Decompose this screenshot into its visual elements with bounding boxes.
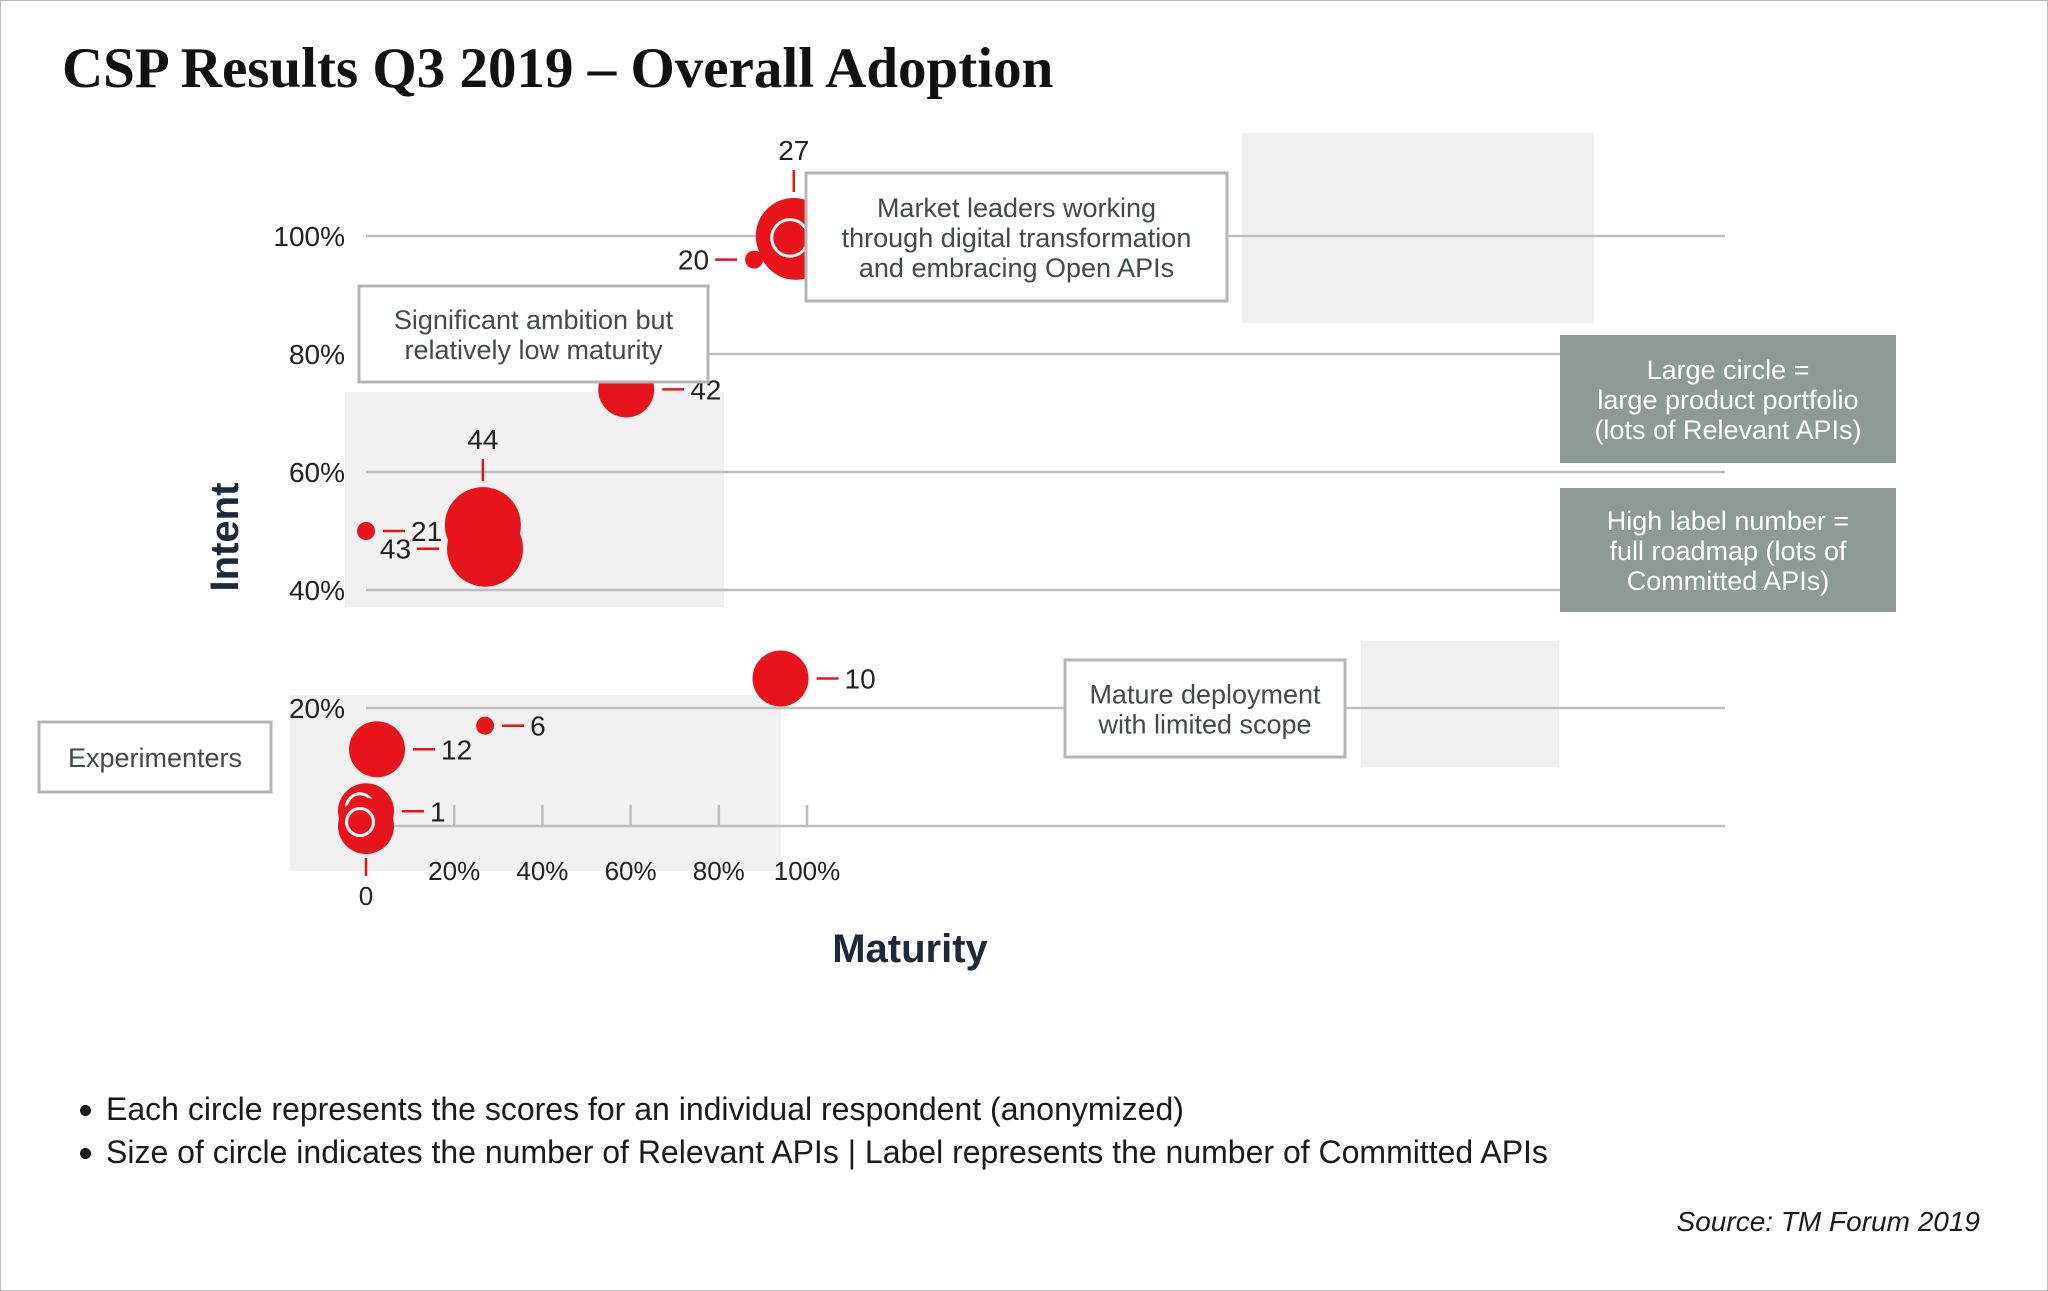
y-tick-label: 60% (289, 457, 345, 488)
legend-box: Large circle =large product portfolio(lo… (1560, 335, 1896, 463)
annotation-text: relatively low maturity (404, 335, 663, 365)
x-tick-label: 20% (428, 856, 480, 886)
point-label: 21 (411, 516, 442, 547)
legend-text: Large circle = (1647, 355, 1810, 385)
x-tick-label: 100% (774, 856, 841, 886)
bubble-ring (345, 807, 375, 837)
annotation-frame (37, 720, 273, 794)
bubble-marker (476, 716, 495, 735)
data-point: 10 (752, 650, 876, 707)
annotation-text: Experimenters (68, 743, 242, 773)
legend-text: full roadmap (lots of (1609, 536, 1847, 566)
annotation-frame (804, 171, 1229, 303)
x-axis-ticks: 0 20% 40% 60% 80% 100% (359, 805, 840, 911)
point-label: 20 (678, 245, 709, 276)
bubble-chart: 020%40%60%80%100% 20%40%60%80%100% 27592… (37, 133, 1896, 971)
data-point: 43 (380, 510, 524, 587)
data-point (338, 798, 394, 876)
y-tick-label: 40% (289, 575, 345, 606)
legend-frame (1560, 335, 1896, 463)
point-label: 43 (380, 534, 411, 565)
zone-background (1361, 641, 1559, 767)
annotation-text: with limited scope (1097, 710, 1311, 740)
grid-lines (366, 234, 1725, 828)
point-label: 27 (778, 135, 809, 166)
annotation-text: Significant ambition but (394, 305, 674, 335)
bubble-marker (745, 250, 764, 269)
y-tick-label: 100% (273, 221, 345, 252)
x-tick-label: 0 (359, 881, 373, 911)
legend-text: large product portfolio (1597, 385, 1858, 415)
legend-box: High label number =full roadmap (lots of… (1560, 488, 1896, 612)
point-label: 10 (845, 664, 876, 695)
zone-background (1242, 133, 1594, 323)
legend-text: High label number = (1607, 506, 1849, 536)
annotation-text: and embracing Open APIs (859, 253, 1174, 283)
zone-background (345, 392, 724, 607)
chart-legend: Large circle =large product portfolio(lo… (1560, 335, 1896, 612)
x-tick-label: 60% (605, 856, 657, 886)
legend-frame (1560, 488, 1896, 612)
source-credit: Source: TM Forum 2019 (1676, 1206, 1980, 1237)
legend-text: Committed APIs) (1627, 566, 1830, 596)
annotation-text: through digital transformation (842, 223, 1192, 253)
x-tick-label: 80% (693, 856, 745, 886)
annotation-text: Market leaders working (877, 193, 1156, 223)
footnotes: Each circle represents the scores for an… (78, 1088, 1548, 1174)
x-axis-title: Maturity (832, 927, 988, 971)
point-label: 12 (441, 734, 472, 765)
footnote: Each circle represents the scores for an… (78, 1088, 1548, 1131)
bubble-marker (357, 522, 375, 540)
data-point: 6 (476, 711, 546, 742)
annotation-frame (357, 284, 710, 384)
y-tick-label: 20% (289, 693, 345, 724)
footnote: Size of circle indicates the number of R… (78, 1131, 1548, 1174)
data-point: 21 (357, 516, 442, 547)
y-axis-title: Intent (203, 483, 247, 592)
bubble-marker (752, 650, 809, 707)
data-point: 20 (678, 245, 764, 276)
point-label: 6 (530, 711, 546, 742)
annotation-frame (1063, 658, 1347, 759)
annotation-text: Mature deployment (1089, 680, 1321, 710)
annotation-box: Experimenters (37, 720, 273, 794)
bubble-marker (447, 510, 524, 587)
point-label: 1 (430, 796, 446, 827)
chart-title: CSP Results Q3 2019 – Overall Adoption (62, 37, 1054, 100)
bubble-marker (349, 721, 406, 778)
legend-text: (lots of Relevant APIs) (1594, 415, 1861, 445)
data-point: 12 (349, 721, 472, 778)
y-tick-label: 80% (289, 339, 345, 370)
point-label: 44 (467, 424, 498, 455)
x-tick-label: 40% (516, 856, 568, 886)
y-axis-ticks: 20% 40% 60% 80% 100% (273, 221, 345, 724)
